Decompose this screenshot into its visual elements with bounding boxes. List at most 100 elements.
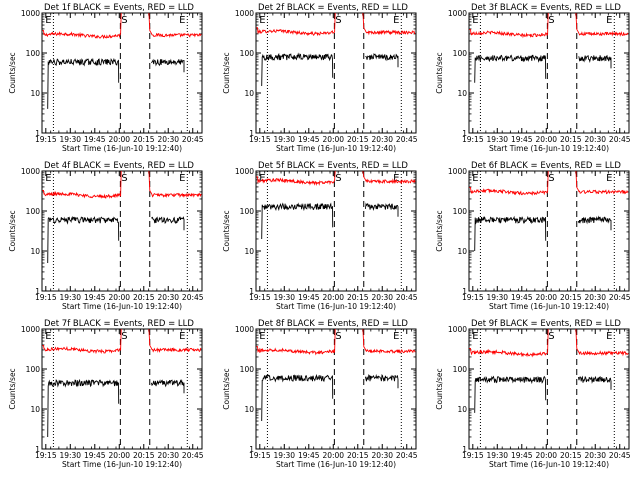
x-tick-label: 20:15 — [133, 293, 155, 302]
y-tick-label: 10 — [457, 89, 467, 98]
x-tick-label: 20:30 — [584, 293, 606, 302]
y-tick-label: 1 — [35, 129, 40, 138]
x-tick-label: 20:45 — [396, 451, 418, 460]
x-tick-label: 19:30 — [486, 451, 508, 460]
x-tick-label: 19:15 — [462, 451, 484, 460]
y-axis-label: Counts/sec — [8, 52, 17, 93]
x-tick-label: 19:30 — [273, 135, 295, 144]
x-axis-label: Start Time (16-Jun-10 19:12:40) — [62, 144, 182, 153]
x-tick-label: 20:00 — [322, 135, 344, 144]
x-tick-label: 19:15 — [462, 135, 484, 144]
y-axis-label: Counts/sec — [222, 52, 231, 93]
x-tick-label: 20:15 — [347, 135, 369, 144]
lld-series-line — [148, 12, 202, 39]
events-series-line — [261, 52, 334, 87]
events-series-line — [151, 58, 185, 73]
event-marker-label: E — [259, 15, 265, 26]
event-marker-label: E — [606, 15, 612, 26]
saa-marker-label: S — [548, 15, 554, 26]
x-tick-label: 20:15 — [560, 293, 582, 302]
y-tick-label: 100 — [240, 207, 255, 216]
x-tick-label: 19:15 — [249, 135, 271, 144]
x-axis-label: Start Time (16-Jun-10 19:12:40) — [62, 302, 182, 311]
x-tick-label: 20:00 — [108, 293, 130, 302]
lld-series-line — [256, 170, 336, 186]
x-axis-label: Start Time (16-Jun-10 19:12:40) — [489, 144, 609, 153]
x-tick-label: 19:30 — [273, 451, 295, 460]
lld-series-line — [575, 170, 629, 195]
plot-frame — [41, 170, 203, 292]
y-tick-label: 10 — [30, 247, 40, 256]
x-tick-label: 20:45 — [609, 135, 631, 144]
saa-marker-label: S — [121, 173, 127, 184]
event-marker-label: E — [45, 331, 51, 342]
y-axis-label: Counts/sec — [435, 368, 444, 409]
event-marker-label: E — [472, 15, 478, 26]
event-marker-label: E — [45, 15, 51, 26]
lld-series-line — [362, 328, 416, 355]
x-tick-label: 19:30 — [273, 293, 295, 302]
y-tick-label: 1 — [249, 129, 254, 138]
x-axis-label: Start Time (16-Jun-10 19:12:40) — [62, 460, 182, 469]
panel-title: Det 9f BLACK = Events, RED = LLD — [471, 319, 621, 329]
lld-series-line — [469, 170, 549, 196]
saa-marker-label: S — [335, 173, 341, 184]
x-tick-label: 20:00 — [108, 135, 130, 144]
x-tick-label: 20:45 — [182, 451, 204, 460]
lld-series-line — [575, 12, 629, 37]
x-tick-label: 19:45 — [511, 451, 533, 460]
lld-series-line — [42, 12, 122, 40]
saa-marker-label: S — [121, 15, 127, 26]
event-marker-label: E — [45, 173, 51, 184]
x-tick-label: 20:30 — [584, 451, 606, 460]
x-tick-label: 20:00 — [535, 135, 557, 144]
events-series-line — [261, 373, 334, 422]
lld-series-line — [148, 170, 202, 199]
panel-title: Det 8f BLACK = Events, RED = LLD — [258, 319, 408, 329]
plot-frame — [41, 328, 203, 450]
x-tick-label: 19:30 — [486, 135, 508, 144]
lld-series-line — [256, 328, 336, 356]
events-series-line — [474, 215, 547, 252]
x-tick-label: 20:00 — [322, 293, 344, 302]
x-axis-label: Start Time (16-Jun-10 19:12:40) — [489, 302, 609, 311]
y-tick-label: 10 — [244, 405, 254, 414]
x-tick-label: 20:00 — [322, 451, 344, 460]
y-tick-label: 1000 — [235, 325, 254, 334]
detector-panel-2: Det 2f BLACK = Events, RED = LLD 1 10 100 10… — [222, 3, 418, 153]
x-tick-label: 19:45 — [511, 135, 533, 144]
lld-series-line — [42, 328, 122, 355]
x-tick-label: 19:15 — [35, 135, 57, 144]
plot-frame — [255, 12, 417, 134]
y-tick-label: 10 — [244, 247, 254, 256]
x-tick-label: 20:45 — [609, 293, 631, 302]
lld-series-line — [575, 328, 629, 357]
x-tick-label: 20:15 — [133, 135, 155, 144]
x-tick-label: 20:30 — [371, 451, 393, 460]
y-tick-label: 100 — [26, 365, 41, 374]
y-tick-label: 1 — [462, 129, 467, 138]
x-tick-label: 19:45 — [84, 135, 106, 144]
y-tick-label: 10 — [30, 89, 40, 98]
events-series-line — [150, 379, 185, 394]
y-tick-label: 1000 — [21, 167, 40, 176]
event-marker-label: E — [606, 331, 612, 342]
x-tick-label: 20:45 — [182, 135, 204, 144]
y-tick-label: 1000 — [235, 9, 254, 18]
x-tick-label: 19:30 — [59, 451, 81, 460]
events-series-line — [47, 378, 120, 438]
events-series-line — [364, 202, 399, 217]
x-tick-label: 20:45 — [609, 451, 631, 460]
y-axis-label: Counts/sec — [435, 52, 444, 93]
event-marker-label: E — [179, 15, 185, 26]
y-tick-label: 1 — [249, 445, 254, 454]
plot-frame — [468, 170, 630, 292]
x-tick-label: 19:45 — [84, 293, 106, 302]
x-tick-label: 20:30 — [157, 293, 179, 302]
x-tick-label: 19:30 — [486, 293, 508, 302]
plot-frame — [468, 12, 630, 134]
y-tick-label: 1000 — [448, 325, 467, 334]
y-tick-label: 10 — [457, 247, 467, 256]
x-tick-label: 20:15 — [347, 293, 369, 302]
x-tick-label: 19:45 — [298, 451, 320, 460]
